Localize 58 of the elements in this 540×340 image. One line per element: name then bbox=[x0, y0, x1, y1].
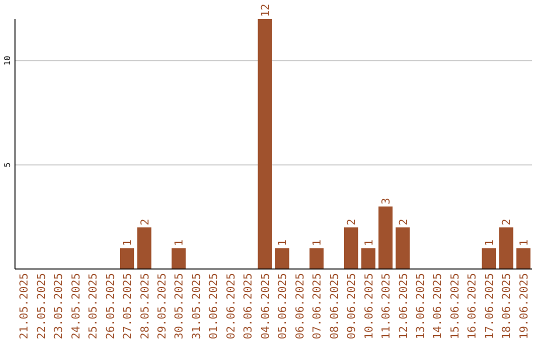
data-label: 2 bbox=[500, 218, 514, 226]
data-label: 2 bbox=[345, 218, 358, 226]
x-tick-label: 28.05.2025 bbox=[138, 273, 152, 340]
data-label: 1 bbox=[121, 240, 134, 246]
x-tick-label: 19.06.2025 bbox=[517, 273, 530, 340]
bar bbox=[482, 248, 496, 269]
x-tick-label: 30.05.2025 bbox=[172, 273, 186, 340]
bar bbox=[361, 248, 376, 269]
y-tick-label: 5 bbox=[3, 162, 12, 168]
x-tick-label: 12.06.2025 bbox=[396, 273, 410, 340]
data-label: 1 bbox=[517, 240, 530, 246]
bar bbox=[344, 227, 358, 269]
data-label: 1 bbox=[276, 240, 290, 246]
bar bbox=[499, 227, 514, 269]
x-tick-label: 08.06.2025 bbox=[328, 273, 341, 340]
data-label: 1 bbox=[172, 240, 186, 246]
x-tick-label: 02.06.2025 bbox=[224, 273, 238, 340]
x-tick-label: 23.05.2025 bbox=[52, 273, 66, 340]
bar bbox=[120, 248, 134, 269]
x-tick-label: 06.06.2025 bbox=[293, 273, 306, 340]
x-tick-label: 18.06.2025 bbox=[500, 273, 514, 340]
x-tick-label: 11.06.2025 bbox=[380, 273, 393, 340]
x-tick-label: 17.06.2025 bbox=[482, 273, 496, 340]
data-label: 12 bbox=[258, 4, 272, 17]
x-tick-label: 04.06.2025 bbox=[258, 273, 272, 340]
x-tick-label: 22.05.2025 bbox=[34, 273, 48, 340]
x-tick-label: 03.06.2025 bbox=[242, 273, 255, 340]
x-tick-label: 27.05.2025 bbox=[121, 273, 134, 340]
x-tick-label: 31.05.2025 bbox=[190, 273, 203, 340]
x-tick-label: 10.06.2025 bbox=[362, 273, 376, 340]
x-tick-label: 24.05.2025 bbox=[69, 273, 82, 340]
x-tick-label: 09.06.2025 bbox=[345, 273, 358, 340]
bar bbox=[310, 248, 324, 269]
x-tick-label: 21.05.2025 bbox=[18, 273, 31, 340]
x-tick-label: 16.06.2025 bbox=[466, 273, 479, 340]
bar bbox=[378, 206, 393, 269]
x-tick-label: 01.06.2025 bbox=[207, 273, 220, 340]
data-label: 1 bbox=[362, 240, 376, 246]
y-tick-label: 10 bbox=[3, 56, 12, 66]
data-label: 1 bbox=[310, 240, 324, 246]
data-label: 3 bbox=[380, 198, 393, 204]
x-tick-label: 15.06.2025 bbox=[448, 273, 462, 340]
x-tick-label: 05.06.2025 bbox=[276, 273, 290, 340]
bar bbox=[275, 248, 290, 269]
bar bbox=[396, 227, 410, 269]
bar bbox=[516, 248, 530, 269]
x-tick-label: 26.05.2025 bbox=[104, 273, 117, 340]
x-tick-label: 07.06.2025 bbox=[310, 273, 324, 340]
data-label: 1 bbox=[482, 240, 496, 246]
bar bbox=[137, 227, 152, 269]
x-tick-label: 13.06.2025 bbox=[414, 273, 427, 340]
data-label: 2 bbox=[138, 218, 152, 226]
x-tick-label: 14.06.2025 bbox=[431, 273, 444, 340]
bar bbox=[172, 248, 186, 269]
bar bbox=[258, 19, 272, 269]
x-tick-label: 25.05.2025 bbox=[86, 273, 100, 340]
data-label: 2 bbox=[396, 218, 410, 226]
x-tick-label: 29.05.2025 bbox=[155, 273, 168, 340]
